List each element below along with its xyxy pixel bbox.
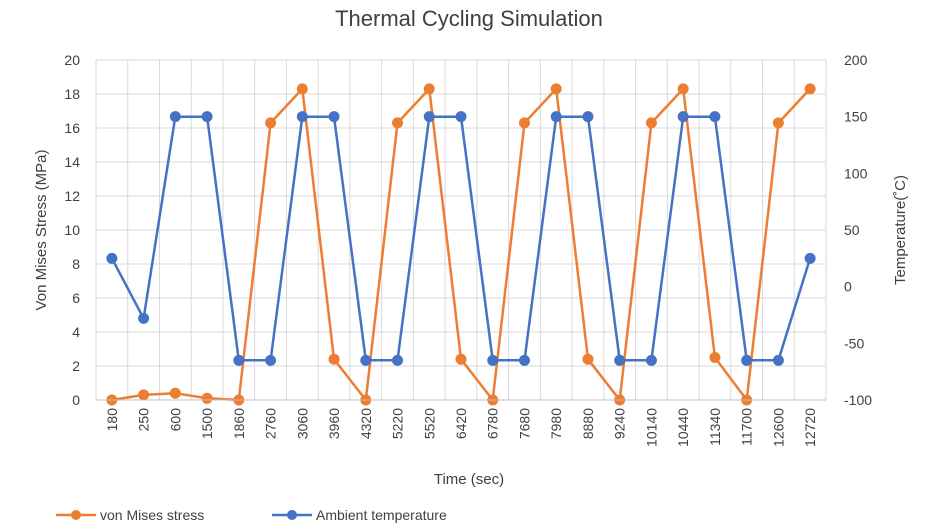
x-tick-label: 7680 <box>516 408 532 439</box>
x-tick-label: 180 <box>104 408 120 432</box>
y-tick-label: 12 <box>64 188 80 204</box>
data-point-series-1 <box>772 117 784 129</box>
x-tick-label: 6780 <box>485 408 501 439</box>
y-tick-label: 14 <box>64 154 80 170</box>
legend: von Mises stress Ambient temperature <box>56 507 447 523</box>
x-tick-label: 11700 <box>739 408 755 446</box>
x-tick-label: 6420 <box>453 408 469 439</box>
data-point-series-2 <box>233 354 245 366</box>
x-tick-label: 3960 <box>326 408 342 439</box>
chart-title: Thermal Cycling Simulation <box>335 6 603 31</box>
y2-tick-label: -100 <box>844 392 872 408</box>
data-point-series-1 <box>392 117 404 129</box>
data-point-series-1 <box>709 352 721 363</box>
data-point-series-2 <box>582 111 594 123</box>
x-tick-label: 2760 <box>263 408 279 439</box>
x-tick-label: 5220 <box>390 408 406 439</box>
data-point-series-2 <box>138 312 150 324</box>
y-axis-title: Von Mises Stress (MPa) <box>33 150 50 311</box>
data-point-series-2 <box>169 111 181 123</box>
y2-tick-label: 100 <box>844 165 868 181</box>
y2-tick-label: 150 <box>844 109 868 125</box>
data-point-series-2 <box>487 354 499 366</box>
legend-swatch-marker <box>71 510 81 520</box>
series-layer <box>106 83 816 406</box>
x-tick-label: 1860 <box>231 408 247 439</box>
data-point-series-1 <box>645 117 657 129</box>
data-point-series-1 <box>550 83 562 95</box>
y-tick-label: 6 <box>72 290 80 306</box>
data-point-series-1 <box>455 353 467 365</box>
data-point-series-1 <box>582 353 594 365</box>
data-point-series-1 <box>328 353 340 365</box>
data-point-series-2 <box>614 354 626 366</box>
data-point-series-2 <box>360 354 372 366</box>
data-point-series-2 <box>709 111 721 123</box>
y2-axis-title: Temperature(˚C) <box>892 175 909 285</box>
x-tick-label: 250 <box>136 408 152 432</box>
x-tick-label: 5520 <box>421 408 437 439</box>
y-tick-label: 20 <box>64 52 80 68</box>
data-point-series-2 <box>741 354 753 366</box>
data-point-series-2 <box>772 354 784 366</box>
x-tick-label: 7980 <box>548 408 564 439</box>
data-point-series-1 <box>169 387 181 399</box>
x-tick-label: 600 <box>167 408 183 432</box>
x-tick-label: 9240 <box>612 408 628 439</box>
x-tick-label: 12720 <box>802 408 818 447</box>
x-tick-label: 4320 <box>358 408 374 439</box>
legend-label-2: Ambient temperature <box>316 507 447 523</box>
y-tick-label: 10 <box>64 222 80 238</box>
y-tick-label: 2 <box>72 358 80 374</box>
x-tick-label: 10140 <box>643 408 659 447</box>
data-point-series-1 <box>677 83 689 95</box>
y-tick-label: 0 <box>72 392 80 408</box>
axes: 0 2 4 6 8 10 12 14 16 18 20 -100 -50 0 50 100 150 200 180 2… <box>64 52 872 447</box>
data-point-series-2 <box>106 252 118 264</box>
data-point-series-1 <box>518 117 530 129</box>
legend-swatch-marker <box>287 510 297 520</box>
data-point-series-2 <box>296 111 308 123</box>
data-point-series-2 <box>804 252 816 264</box>
x-tick-label: 10440 <box>675 408 691 447</box>
data-point-series-2 <box>265 354 277 366</box>
data-point-series-1 <box>296 83 308 95</box>
data-point-series-1 <box>423 83 435 95</box>
data-point-series-2 <box>550 111 562 123</box>
y-tick-label: 8 <box>72 256 80 272</box>
data-point-series-1 <box>138 389 150 401</box>
x-tick-label: 8880 <box>580 408 596 439</box>
data-point-series-2 <box>392 354 404 366</box>
x-tick-label: 1500 <box>199 408 215 439</box>
data-point-series-2 <box>328 111 340 123</box>
x-tick-label: 3060 <box>294 408 310 439</box>
y2-tick-label: 0 <box>844 279 852 295</box>
data-point-series-1 <box>265 117 277 129</box>
y-tick-label: 4 <box>72 324 80 340</box>
data-point-series-1 <box>201 392 213 404</box>
y2-tick-label: -50 <box>844 335 864 351</box>
data-point-series-2 <box>645 354 657 366</box>
legend-label-1: von Mises stress <box>100 507 204 523</box>
data-point-series-2 <box>201 111 213 123</box>
data-point-series-1 <box>804 83 816 95</box>
y-tick-label: 18 <box>64 86 80 102</box>
data-point-series-2 <box>677 111 689 123</box>
y2-tick-label: 200 <box>844 52 868 68</box>
data-point-series-2 <box>455 111 467 123</box>
data-point-series-2 <box>518 354 530 366</box>
x-tick-label: 12600 <box>770 408 786 447</box>
data-point-series-2 <box>423 111 435 123</box>
x-tick-label: 11340 <box>707 408 723 446</box>
y-tick-label: 16 <box>64 120 80 136</box>
x-axis-title: Time (sec) <box>434 471 504 488</box>
y2-tick-label: 50 <box>844 222 860 238</box>
